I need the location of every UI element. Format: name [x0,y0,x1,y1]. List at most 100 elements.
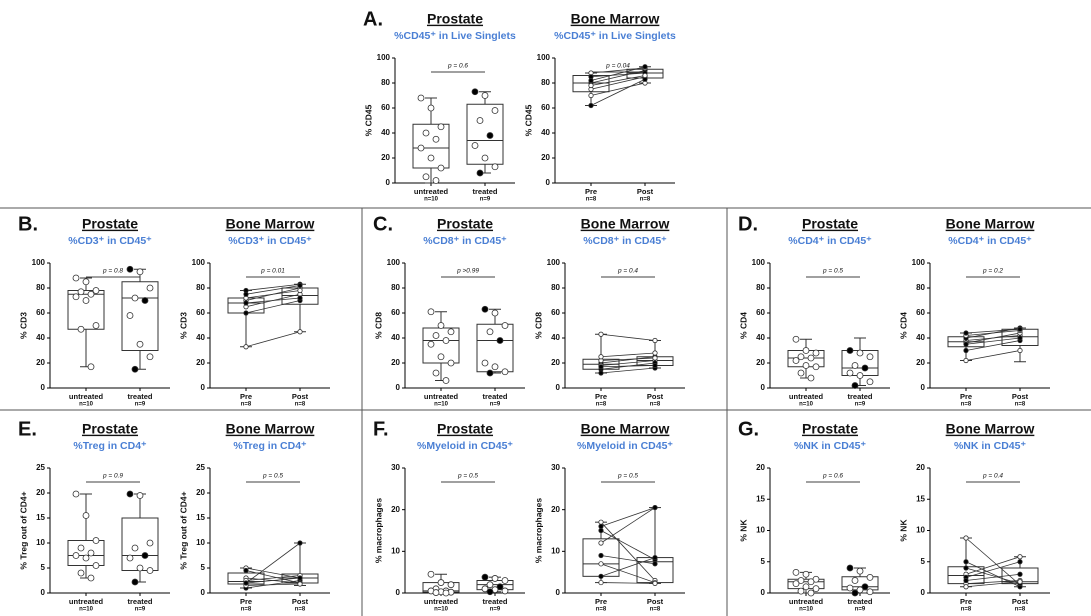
data-point [77,569,85,577]
data-point [82,297,90,304]
n-label: n=8 [596,607,607,613]
data-point [92,562,100,569]
data-point [476,117,484,124]
y-tick-label: 20 [196,488,205,497]
y-tick-label: 5 [41,563,46,572]
data-point [72,274,80,282]
p-value: p = 0.2 [982,268,1003,275]
paired-line [600,521,656,581]
p-value: p = 0.6 [447,63,468,70]
paired-line [590,72,646,78]
data-point [141,297,149,304]
data-point [87,574,95,582]
n-label: n=8 [961,607,972,613]
y-tick-label: 60 [916,308,925,317]
data-point [963,347,969,354]
y-axis-label: % Treg out of CD4+ [18,491,28,569]
data-point [963,357,969,364]
data-point [812,363,820,371]
x-tick-label: untreated [424,597,459,606]
y-tick-label: 0 [761,588,766,597]
data-point [72,552,80,559]
chart-subtitle: %NK in CD45⁺ [954,440,1027,452]
y-tick-label: 40 [381,128,390,137]
p-value: p = 0.5 [262,473,283,480]
paired-line [965,328,1021,334]
data-point [802,362,810,369]
data-point [82,278,90,286]
y-tick-label: 0 [386,178,391,187]
y-tick-label: 40 [916,333,925,342]
data-point [856,567,864,575]
data-point [642,64,648,70]
n-label: n=8 [295,607,306,613]
data-point [427,570,435,578]
data-point [131,294,139,302]
data-point [598,540,604,546]
data-point [797,353,805,361]
data-point [437,322,445,329]
n-label: n=9 [480,197,491,203]
data-point [598,519,604,525]
x-tick-label: Pre [240,392,252,401]
data-point [1017,554,1023,560]
data-point [856,586,864,594]
y-axis-label: % CD4 [898,312,908,339]
data-point [141,552,149,559]
paired-line [245,570,301,584]
paired-line [600,555,656,565]
paired-line [965,340,1021,351]
data-point [126,490,134,498]
paired-line [600,557,656,577]
y-tick-label: 60 [541,103,550,112]
x-tick-label: untreated [69,597,104,606]
chart-title: Prostate [437,216,493,232]
data-point [136,340,144,348]
data-point [146,353,154,361]
data-point [491,575,499,582]
p-value: p = 0.5 [617,473,638,480]
data-point [243,291,249,297]
y-tick-label: 20 [551,505,560,514]
data-point [856,372,864,379]
y-axis-label: % NK [738,519,748,542]
box [476,323,514,373]
data-point [437,353,445,361]
data-point [792,357,800,364]
data-point [243,580,249,586]
y-tick-label: 20 [391,505,400,514]
y-tick-label: 0 [761,383,766,392]
data-point [856,349,864,357]
data-point [588,77,594,84]
data-point [652,355,658,361]
x-tick-label: Pre [240,597,252,606]
y-tick-label: 20 [756,358,765,367]
n-label: n=9 [490,402,501,408]
data-point [422,129,430,137]
data-point [501,368,509,376]
paired-line [965,573,1021,581]
data-point [447,359,455,367]
y-tick-label: 20 [541,153,550,162]
data-point [598,573,604,579]
data-point [598,552,604,559]
chart-subtitle: %CD3⁺ in CD45⁺ [68,235,152,247]
data-point [72,293,80,301]
x-tick-label: treated [847,597,872,606]
n-label: n=8 [640,197,651,203]
y-tick-label: 60 [391,308,400,317]
y-tick-label: 20 [196,358,205,367]
paired-line [600,333,656,341]
data-point [417,144,425,152]
data-point [77,544,85,552]
p-value: p = 0.04 [605,63,630,70]
data-point [963,559,969,565]
y-tick-label: 10 [916,526,925,535]
y-tick-label: 0 [396,383,401,392]
data-point [437,579,445,586]
data-point [437,164,445,172]
y-axis-label: % CD4 [738,312,748,339]
y-tick-label: 100 [547,258,561,267]
data-point [652,337,658,344]
data-point [82,512,90,519]
